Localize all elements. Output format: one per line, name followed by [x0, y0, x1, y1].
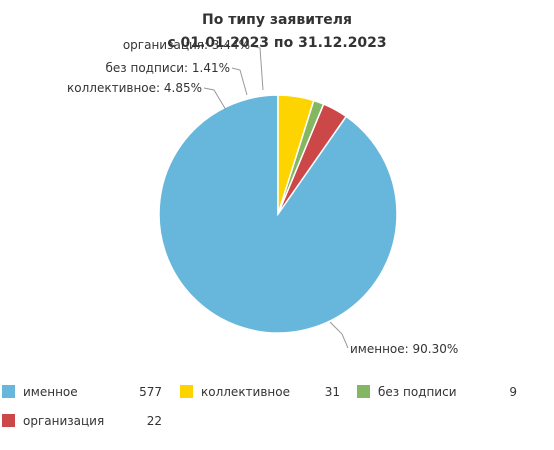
legend-swatch — [2, 385, 15, 398]
slice-label-line-0 — [329, 321, 349, 349]
slice-label-line-1 — [203, 87, 227, 111]
legend-swatch — [180, 385, 193, 398]
legend-item-3[interactable]: организация 22 — [2, 414, 162, 428]
slice-label-0: именное: 90.30% — [350, 342, 458, 356]
legend-swatch — [2, 414, 15, 427]
legend-label: именное — [23, 385, 78, 399]
pie-slice-1[interactable] — [277, 94, 315, 215]
slice-label-2: без подписи: 1.41% — [106, 61, 230, 75]
legend-item-0[interactable]: именное 577 — [2, 385, 162, 399]
slice-label-line-2 — [231, 67, 248, 96]
legend-item-1[interactable]: коллективное 31 — [180, 385, 340, 399]
legend-value: 31 — [324, 385, 340, 399]
slice-label-3: организация: 3.44% — [123, 38, 250, 52]
legend-label: коллективное — [201, 385, 290, 399]
legend-item-2[interactable]: без подписи 9 — [357, 385, 517, 399]
legend-swatch — [357, 385, 370, 398]
slice-label-1: коллективное: 4.85% — [67, 81, 202, 95]
chart-subtitle: с 01.01.2023 по 31.12.2023 — [167, 35, 387, 51]
slice-label-line-3 — [251, 45, 264, 91]
legend-value: 9 — [509, 385, 517, 399]
legend-value: 22 — [146, 414, 162, 428]
legend-label: организация — [23, 414, 105, 428]
chart-title: По типу заявителя — [202, 12, 352, 28]
legend-value: 577 — [139, 385, 162, 399]
legend-label: без подписи — [378, 385, 457, 399]
